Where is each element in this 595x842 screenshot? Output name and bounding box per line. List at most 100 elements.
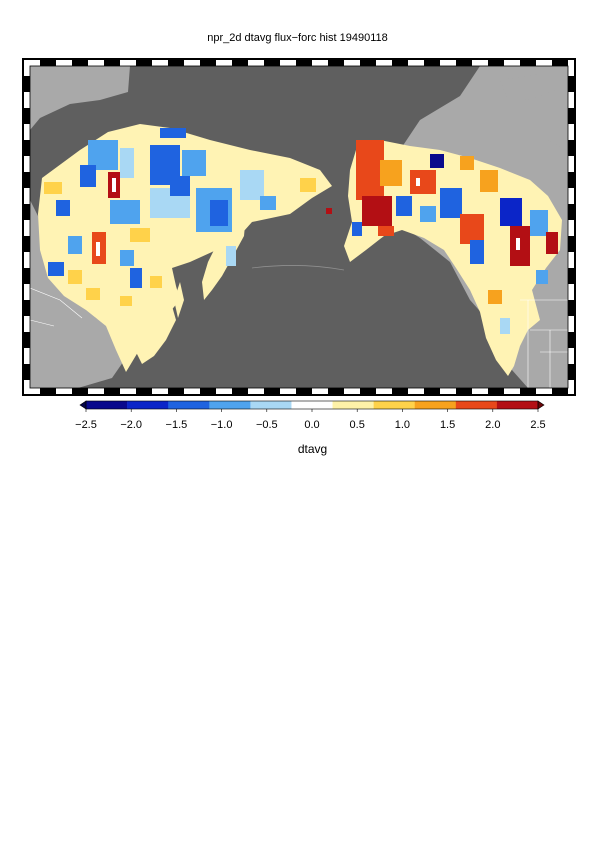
colorbar-tick-label: 0.5	[350, 419, 365, 431]
border-tick	[152, 60, 168, 66]
border-tick	[520, 60, 536, 66]
border-tick	[344, 60, 360, 66]
colorbar-max-arrow	[537, 400, 545, 410]
border-tick	[568, 92, 574, 108]
border-tick	[376, 60, 392, 66]
border-tick	[424, 60, 440, 66]
colorbar-segment	[455, 401, 498, 409]
border-tick	[536, 60, 552, 66]
border-tick	[408, 60, 424, 66]
map-border-ticks	[24, 60, 574, 394]
border-tick	[568, 332, 574, 348]
border-tick	[552, 60, 568, 66]
border-tick	[24, 156, 30, 172]
colorbar-tick-label: 2.0	[485, 419, 500, 431]
border-tick	[568, 236, 574, 252]
colorbar-label: dtavg	[297, 442, 328, 456]
colorbar-segment	[209, 401, 251, 409]
border-tick	[456, 388, 472, 394]
colorbar-segment	[250, 401, 292, 409]
border-tick	[280, 388, 296, 394]
border-tick	[24, 60, 40, 66]
data-region-north-america	[344, 140, 562, 376]
border-tick	[344, 388, 360, 394]
border-tick	[136, 60, 152, 66]
border-tick	[24, 60, 30, 76]
border-tick	[568, 188, 574, 204]
border-tick	[568, 268, 574, 284]
border-tick	[568, 60, 574, 76]
border-tick	[568, 76, 574, 92]
colorbar-tick-labels: −2.5 −2.0 −1.5 −1.0 −0.5 0.0 0.5 1.0 1.5 2.0 2.5	[75, 409, 546, 431]
border-tick	[72, 388, 88, 394]
border-tick	[56, 388, 72, 394]
border-tick	[360, 60, 376, 66]
border-tick	[440, 60, 456, 66]
border-tick	[88, 388, 104, 394]
border-tick	[568, 300, 574, 316]
colorbar-tick-label: 0.0	[304, 419, 319, 431]
border-tick	[120, 60, 136, 66]
border-tick	[568, 252, 574, 268]
border-tick	[568, 204, 574, 220]
border-tick	[296, 388, 312, 394]
colorbar-tick-label: −1.5	[166, 419, 188, 431]
border-tick	[104, 388, 120, 394]
border-tick	[328, 60, 344, 66]
border-tick	[488, 60, 504, 66]
border-tick	[472, 60, 488, 66]
border-tick	[40, 60, 56, 66]
colorbar-segment	[496, 401, 539, 409]
border-tick	[568, 172, 574, 188]
border-tick	[504, 60, 520, 66]
border-tick	[24, 236, 30, 252]
border-tick	[24, 300, 30, 316]
border-tick	[120, 388, 136, 394]
border-tick	[568, 156, 574, 172]
border-tick	[24, 204, 30, 220]
political-borders	[30, 287, 568, 388]
colorbar-segment	[414, 401, 457, 409]
border-tick	[472, 388, 488, 394]
border-tick	[568, 380, 574, 394]
border-tick	[264, 388, 280, 394]
colorbar-tick-label: 1.0	[395, 419, 410, 431]
border-tick	[568, 316, 574, 332]
border-tick	[248, 60, 264, 66]
border-tick	[24, 124, 30, 140]
border-tick	[328, 388, 344, 394]
border-tick	[216, 60, 232, 66]
colorbar-segment	[332, 401, 374, 409]
border-tick	[568, 364, 574, 380]
border-tick	[360, 388, 376, 394]
border-tick	[24, 364, 30, 380]
border-tick	[424, 388, 440, 394]
colorbar-segment	[86, 401, 128, 409]
land-arctic-islands	[500, 74, 566, 150]
border-tick	[264, 60, 280, 66]
land-asia	[30, 66, 130, 388]
border-tick	[40, 388, 56, 394]
border-tick	[536, 388, 552, 394]
data-region-asia	[38, 124, 332, 372]
border-tick	[24, 348, 30, 364]
border-tick	[568, 348, 574, 364]
colorbar-tick-label: −2.5	[75, 419, 97, 431]
border-tick	[568, 124, 574, 140]
colorbar-segment	[373, 401, 416, 409]
colorbar-segment	[291, 401, 333, 409]
border-tick	[24, 172, 30, 188]
colorbar-min-arrow	[79, 400, 87, 410]
border-tick	[24, 268, 30, 284]
border-tick	[200, 388, 216, 394]
plot-title: npr_2d dtavg flux−forc hist 19490118	[207, 32, 388, 44]
border-tick	[488, 388, 504, 394]
colorbar-tick-label: −1.0	[211, 419, 233, 431]
border-tick	[24, 188, 30, 204]
border-tick	[568, 284, 574, 300]
colorbar-tick-label: 1.5	[440, 419, 455, 431]
border-tick	[568, 108, 574, 124]
border-tick	[24, 76, 30, 92]
border-tick	[24, 108, 30, 124]
border-tick	[24, 380, 30, 394]
